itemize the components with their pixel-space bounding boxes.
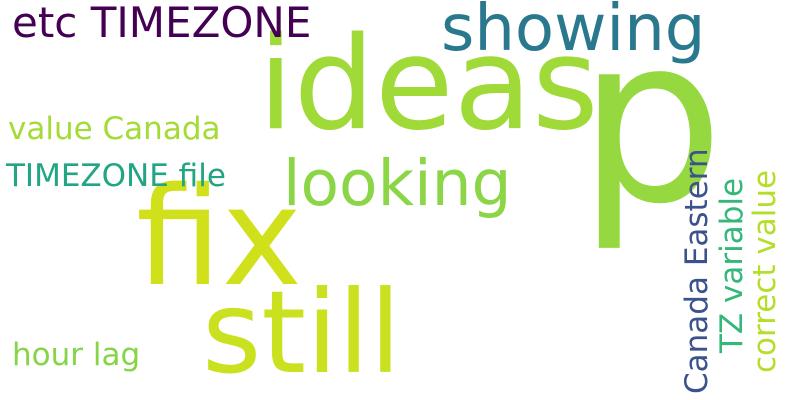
word-tz-variable: TZ variable xyxy=(714,177,750,353)
word-p: p xyxy=(578,0,724,255)
word-looking: looking xyxy=(283,147,512,220)
word-etc-timezone: etc TIMEZONE xyxy=(12,0,312,47)
word-correct-value: correct value xyxy=(747,169,783,373)
word-ideas: ideas xyxy=(258,10,599,159)
word-still: still xyxy=(202,266,402,399)
word-timezone-file: TIMEZONE file xyxy=(6,158,226,194)
word-hour-lag: hour lag xyxy=(12,337,141,373)
word-fix: fix xyxy=(136,159,303,317)
word-canada-eastern: Canada Eastern xyxy=(679,148,715,394)
word-value-canada: value Canada xyxy=(8,111,221,147)
word-showing: showing xyxy=(441,0,706,66)
